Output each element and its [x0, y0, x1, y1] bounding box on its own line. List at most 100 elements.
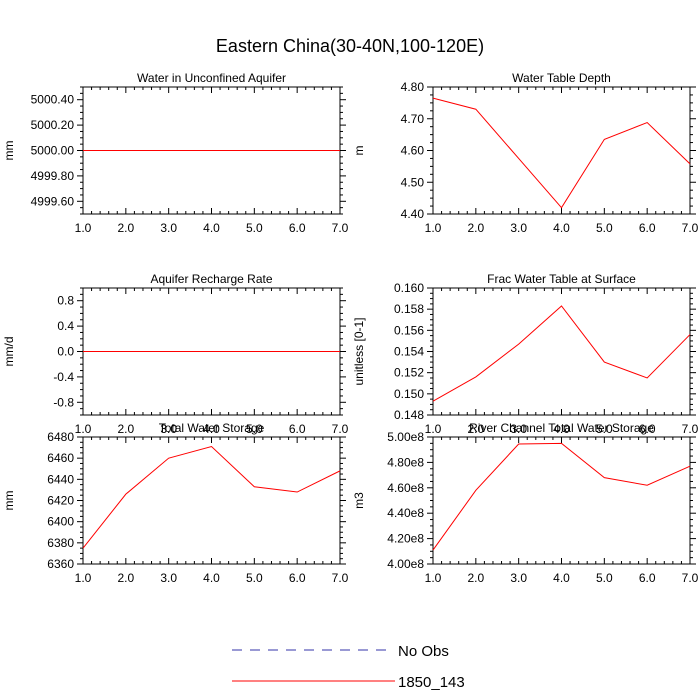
series-line [432, 97, 691, 209]
y-tick-label: 5000.40 [31, 93, 75, 107]
panel-title: Water Table Depth [512, 71, 611, 85]
y-axis-label: unitless [0-1] [352, 317, 366, 385]
y-tick-label: 4.80e8 [387, 455, 424, 469]
x-tick-label: 2.0 [467, 571, 484, 585]
y-tick-label: 0.160 [394, 281, 424, 295]
x-tick-label: 3.0 [160, 422, 177, 436]
x-tick-label: 7.0 [682, 422, 699, 436]
y-tick-label: -0.8 [53, 395, 74, 409]
legend-label-no-obs: No Obs [398, 643, 449, 660]
x-tick-label: 3.0 [510, 221, 527, 235]
figure-title: Eastern China(30-40N,100-120E) [216, 36, 484, 56]
x-tick-label: 2.0 [117, 571, 134, 585]
x-tick-label: 6.0 [289, 571, 306, 585]
y-axis-label: mm [2, 491, 16, 511]
y-tick-label: 6420 [47, 494, 74, 508]
y-tick-label: 0.156 [394, 323, 424, 337]
y-tick-label: 6400 [47, 515, 74, 529]
x-tick-label: 1.0 [425, 422, 442, 436]
y-tick-label: 0.148 [394, 408, 424, 422]
x-tick-label: 3.0 [510, 571, 527, 585]
chart-panel-3: Aquifer Recharge Rate mm/d 1.0 2.0 3.0 4.0 5.0… [2, 272, 349, 436]
x-tick-label: 7.0 [332, 221, 349, 235]
x-tick-label: 1.0 [75, 221, 92, 235]
series-line [432, 305, 691, 402]
x-tick-label: 4.0 [203, 221, 220, 235]
y-tick-label: 0.4 [57, 319, 74, 333]
x-tick-label: 2.0 [117, 221, 134, 235]
x-tick-label: 4.0 [553, 422, 570, 436]
x-tick-label: 6.0 [289, 422, 306, 436]
x-tick-label: 3.0 [510, 422, 527, 436]
x-tick-label: 7.0 [682, 571, 699, 585]
y-tick-label: 0.8 [57, 294, 74, 308]
y-tick-label: 6480 [47, 430, 74, 444]
panel-title: Aquifer Recharge Rate [150, 272, 272, 286]
y-tick-label: 5.00e8 [387, 430, 424, 444]
x-tick-label: 6.0 [639, 571, 656, 585]
x-tick-label: 2.0 [467, 221, 484, 235]
x-tick-label: 5.0 [596, 571, 613, 585]
x-tick-label: 5.0 [246, 422, 263, 436]
x-tick-label: 5.0 [246, 221, 263, 235]
x-tick-label: 5.0 [596, 422, 613, 436]
x-tick-label: 6.0 [639, 422, 656, 436]
y-tick-label: 5000.00 [31, 144, 75, 158]
x-tick-label: 4.0 [553, 221, 570, 235]
plot-frame [432, 86, 691, 215]
y-tick-label: 4.60 [401, 144, 425, 158]
y-tick-label: 4999.80 [31, 169, 75, 183]
y-tick-label: 4.80 [401, 80, 425, 94]
y-axis-label: mm [2, 141, 16, 161]
panel-grid: Water in Unconfined Aquifer mm 1.0 2.0 3.0 4.… [2, 71, 699, 585]
chart-panel-1: Water in Unconfined Aquifer mm 1.0 2.0 3.0 4.… [2, 71, 349, 235]
x-tick-label: 4.0 [553, 571, 570, 585]
x-tick-label: 3.0 [160, 571, 177, 585]
y-tick-label: 0.154 [394, 345, 424, 359]
chart-panel-2: Water Table Depth m 1.0 2.0 3.0 4.0 5.0 6.0 7.0 4… [352, 71, 699, 235]
y-tick-label: 4.20e8 [387, 532, 424, 546]
x-tick-label: 5.0 [596, 221, 613, 235]
x-tick-label: 7.0 [332, 571, 349, 585]
y-tick-label: 6360 [47, 557, 74, 571]
y-tick-label: 4.00e8 [387, 557, 424, 571]
panel-title: River Channel Total Water Storage [469, 421, 654, 435]
x-tick-label: 3.0 [160, 221, 177, 235]
chart-panel-6: River Channel Total Water Storage m3 1.0 2.… [352, 421, 699, 585]
y-tick-label: 0.150 [394, 387, 424, 401]
y-tick-label: 4.40e8 [387, 506, 424, 520]
y-tick-label: 6440 [47, 472, 74, 486]
panel-title: Frac Water Table at Surface [487, 272, 636, 286]
y-tick-label: 4999.60 [31, 194, 75, 208]
x-tick-label: 1.0 [75, 571, 92, 585]
x-tick-label: 7.0 [682, 221, 699, 235]
plot-frame [82, 436, 341, 565]
y-tick-label: 0.0 [57, 345, 74, 359]
x-tick-label: 1.0 [75, 422, 92, 436]
chart-panel-4: Frac Water Table at Surface unitless [0-1… [352, 272, 699, 436]
plot-frame [432, 436, 691, 565]
y-tick-label: 0.158 [394, 302, 424, 316]
legend: No Obs 1850_143 [232, 643, 465, 691]
y-tick-label: 4.70 [401, 112, 425, 126]
panel-title: Total Water Storage [159, 421, 265, 435]
panel-title: Water in Unconfined Aquifer [137, 71, 286, 85]
series-line [82, 445, 341, 549]
x-tick-label: 1.0 [425, 221, 442, 235]
x-tick-label: 1.0 [425, 571, 442, 585]
y-tick-label: 4.50 [401, 175, 425, 189]
y-tick-label: 4.60e8 [387, 481, 424, 495]
y-tick-label: -0.4 [53, 370, 74, 384]
x-tick-label: 6.0 [289, 221, 306, 235]
y-tick-label: 0.152 [394, 366, 424, 380]
x-tick-label: 2.0 [467, 422, 484, 436]
y-tick-label: 5000.20 [31, 118, 75, 132]
x-tick-label: 5.0 [246, 571, 263, 585]
y-tick-label: 6460 [47, 451, 74, 465]
y-axis-label: mm/d [2, 337, 16, 367]
y-tick-label: 6380 [47, 536, 74, 550]
x-tick-label: 2.0 [117, 422, 134, 436]
y-axis-label: m [352, 146, 366, 156]
y-axis-label: m3 [352, 492, 366, 509]
